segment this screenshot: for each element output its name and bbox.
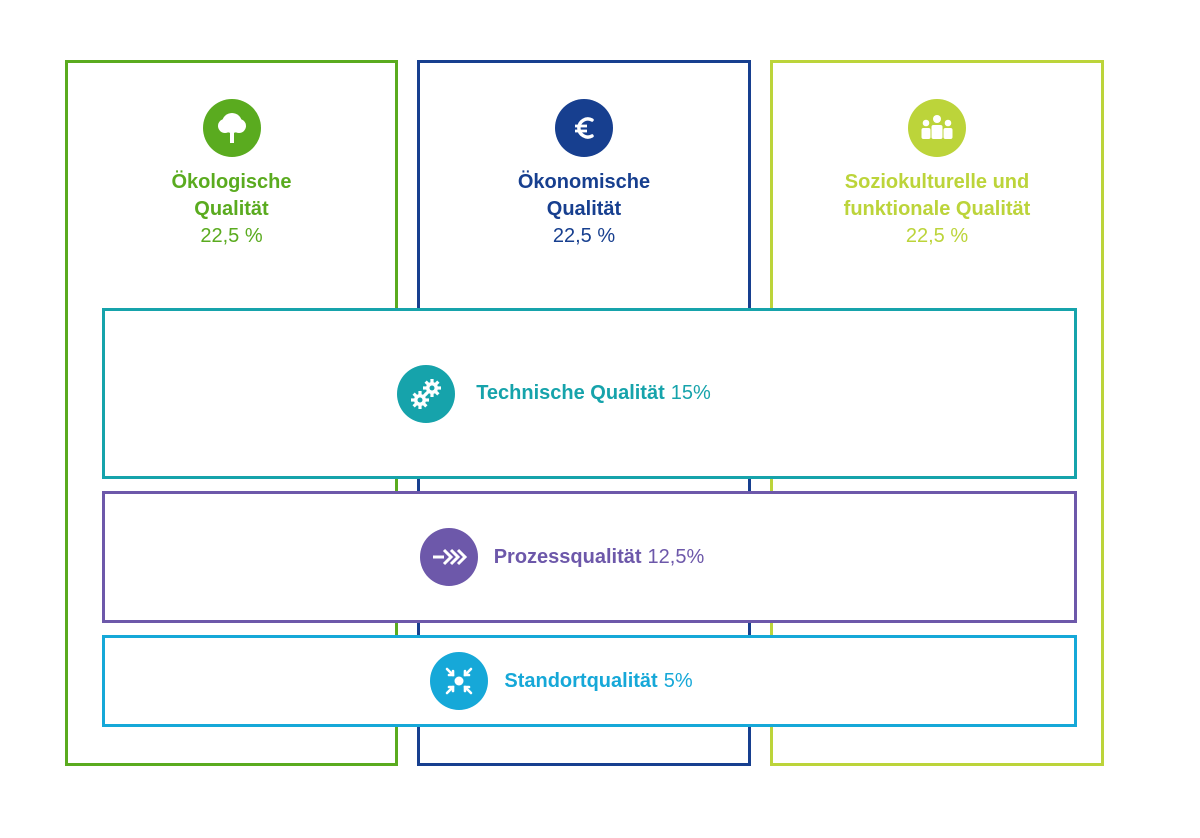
pillar-percent: 22,5 % (552, 225, 616, 247)
band-name: Prozessqualität (493, 545, 642, 568)
band-percent: 12,5% (647, 545, 705, 568)
pillar-title-line2: funktionale Qualität (843, 198, 1031, 220)
pillar-title-line2: Qualität (546, 198, 622, 220)
band-process-label: Prozessqualität 12,5% (494, 546, 705, 569)
people-icon (908, 99, 966, 157)
band-name: Standortqualität (504, 669, 658, 692)
arrows-icon (419, 528, 478, 586)
pillar-title-line1: Ökologische (171, 171, 292, 193)
pillar-percent: 22,5 % (200, 225, 263, 247)
band-percent: 15% (670, 382, 711, 404)
band-percent: 5% (663, 669, 693, 692)
pillar-percent: 22,5 % (905, 225, 969, 247)
band-site-label: Standortqualität 5% (504, 670, 692, 693)
tree-icon (202, 99, 261, 157)
pillar-title-line1: Soziokulturelle und (844, 171, 1030, 193)
location-target-icon (430, 652, 489, 710)
gears-icon (397, 364, 456, 423)
pillar-title-line2: Qualität (194, 198, 269, 220)
pillar-economic-label: Ökonomische Qualität 22,5 % (420, 169, 748, 250)
band-technical-label: Technische Qualität 15% (476, 382, 711, 405)
band-process: Prozessqualität 12,5% (102, 491, 1077, 623)
euro-icon (555, 99, 613, 157)
pillar-ecological-label: Ökologische Qualität 22,5 % (68, 169, 395, 250)
band-site: Standortqualität 5% (102, 635, 1077, 727)
band-technical: Technische Qualität 15% (102, 308, 1077, 479)
pillar-sociocultural-label: Soziokulturelle und funktionale Qualität… (773, 169, 1101, 250)
pillar-title-line1: Ökonomische (517, 171, 651, 193)
band-name: Technische Qualität (476, 382, 665, 404)
